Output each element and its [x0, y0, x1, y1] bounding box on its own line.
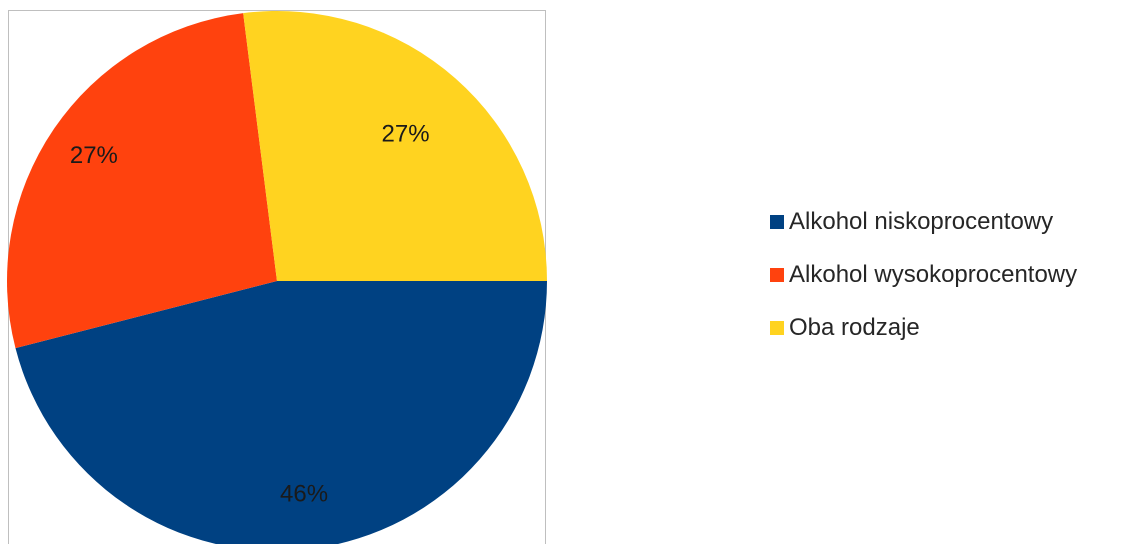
legend: Alkohol niskoprocentowy Alkohol wysokopr… — [770, 208, 1077, 367]
pie-slice — [6, 13, 278, 349]
legend-item-oba-rodzaje: Oba rodzaje — [770, 314, 1077, 341]
legend-label: Alkohol wysokoprocentowy — [789, 260, 1078, 288]
pie-slice — [243, 11, 547, 282]
legend-swatch — [770, 214, 784, 229]
legend-swatch — [770, 320, 784, 335]
pie-slice — [15, 281, 547, 544]
data-label: 27% — [70, 142, 118, 169]
legend-swatch — [770, 267, 784, 282]
legend-item-alkohol-wysokoprocentowy: Alkohol wysokoprocentowy — [770, 261, 1077, 288]
legend-item-alkohol-niskoprocentowy: Alkohol niskoprocentowy — [770, 208, 1077, 235]
data-label: 27% — [382, 121, 430, 148]
legend-label: Oba rodzaje — [789, 313, 920, 341]
data-label: 46% — [280, 481, 328, 508]
legend-label: Alkohol niskoprocentowy — [789, 207, 1054, 235]
